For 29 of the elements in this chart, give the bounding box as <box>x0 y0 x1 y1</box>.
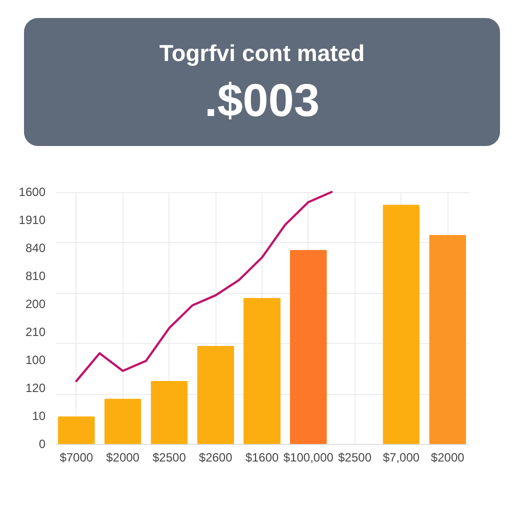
x-tick-label: $2600 <box>198 450 233 464</box>
text: 200 <box>25 297 46 311</box>
x-tick-label: $7,000 <box>382 450 420 464</box>
text: 840 <box>25 241 46 255</box>
text: 100 <box>25 353 46 367</box>
bar <box>58 416 95 444</box>
text: 210 <box>25 325 46 339</box>
x-tick-label: $2000 <box>430 450 465 464</box>
bar <box>429 234 466 444</box>
bar <box>290 250 327 444</box>
text: 120 <box>25 381 46 395</box>
x-tick-label: $2000 <box>106 450 140 464</box>
bar <box>104 398 142 444</box>
x-tick-label: $7000 <box>60 450 94 464</box>
bar <box>150 381 188 444</box>
bar <box>197 346 234 444</box>
x-tick-label: $100,000 <box>283 450 334 464</box>
x-tick-label: $2500 <box>152 450 186 464</box>
text: 0 <box>38 437 46 451</box>
text: 810 <box>25 269 46 283</box>
x-tick-label: $2500 <box>338 450 372 464</box>
x-tick-label: $1600 <box>245 450 280 464</box>
chart-title: Togrfvi cont mated <box>159 40 365 66</box>
text: 10 <box>32 409 46 423</box>
text: 1910 <box>18 213 46 227</box>
bar <box>382 204 420 444</box>
chart-subtitle: .$003 <box>204 74 320 126</box>
bar <box>244 298 280 444</box>
text: 1600 <box>18 185 46 199</box>
